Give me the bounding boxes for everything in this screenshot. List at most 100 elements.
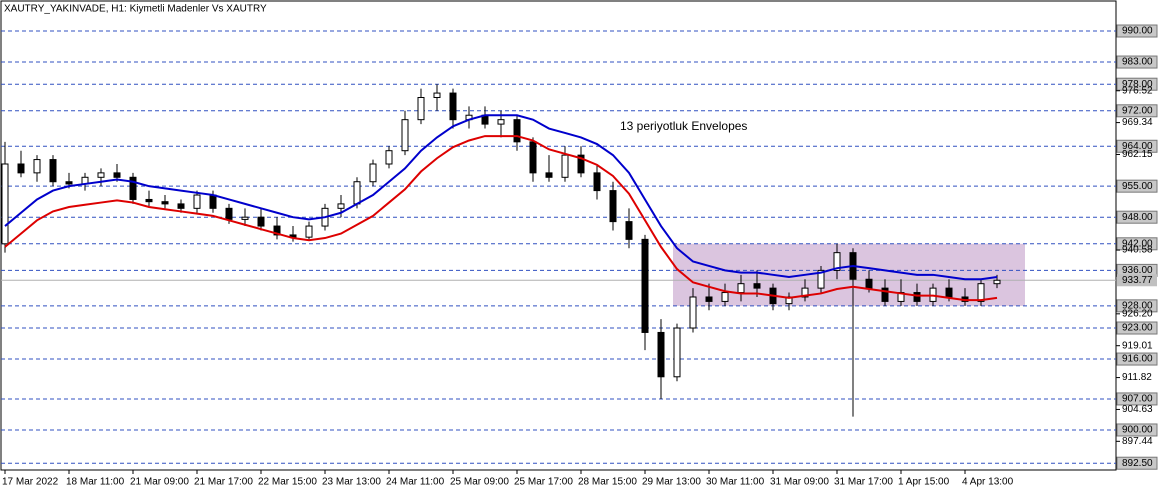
candle-body [385, 150, 393, 165]
candle-body [369, 163, 377, 183]
candle-body [993, 279, 1001, 285]
candle-body [913, 292, 921, 302]
candle-body [449, 92, 457, 121]
x-tick-label: 17 Mar 2022 [2, 477, 59, 488]
x-tick-label: 24 Mar 11:00 [386, 477, 445, 488]
current-price-label: 933.77 [1122, 275, 1153, 286]
candle-body [257, 216, 265, 227]
candle-body [161, 201, 169, 205]
level-label: 983.00 [1122, 57, 1153, 68]
x-tick-label: 31 Mar 17:00 [834, 477, 893, 488]
candle-body [657, 331, 665, 378]
candle-body [513, 119, 521, 143]
candle-body [625, 221, 633, 240]
x-tick-label: 22 Mar 15:00 [258, 477, 317, 488]
candle-body [33, 159, 41, 174]
x-tick-label: 4 Apr 13:00 [962, 477, 1014, 488]
candle-body [593, 172, 601, 192]
y-tick-label: 904.63 [1122, 404, 1153, 415]
level-label: 892.50 [1122, 458, 1153, 469]
x-tick-label: 25 Mar 17:00 [514, 477, 573, 488]
y-tick-label: 897.44 [1122, 436, 1153, 447]
y-tick-label: 969.34 [1122, 117, 1153, 128]
candle-body [353, 181, 361, 205]
plot-frame [0, 0, 1117, 471]
candle-body [129, 176, 137, 200]
y-tick-label: 926.20 [1122, 308, 1153, 319]
candle-body [97, 172, 105, 178]
candle-body [209, 194, 217, 209]
candle-body [945, 287, 953, 298]
current-price-box [1117, 274, 1157, 287]
candle-body [1, 163, 9, 245]
candle-body [305, 225, 313, 238]
level-label: 955.00 [1122, 181, 1153, 192]
level-label-box [1116, 210, 1158, 224]
candle-body [833, 252, 841, 271]
level-label: 964.00 [1122, 141, 1153, 152]
level-label: 916.00 [1122, 354, 1153, 365]
x-tick-label: 29 Mar 13:00 [642, 477, 701, 488]
x-tick-label: 21 Mar 17:00 [194, 477, 253, 488]
level-label: 907.00 [1122, 394, 1153, 405]
candle-body [113, 172, 121, 178]
x-tick-label: 25 Mar 09:00 [450, 477, 509, 488]
level-label-box [1116, 352, 1158, 366]
level-label: 942.00 [1122, 238, 1153, 249]
candle-body [225, 207, 233, 220]
candle-body [49, 159, 57, 183]
level-label-box [1116, 179, 1158, 193]
x-tick-label: 18 Mar 11:00 [66, 477, 125, 488]
candle-body [577, 154, 585, 174]
candle-body [561, 154, 569, 178]
candle-body [17, 163, 25, 174]
candle-body [817, 269, 825, 289]
level-label-box [1116, 139, 1158, 153]
range-zone [673, 243, 1025, 306]
candle-body [609, 190, 617, 223]
candle-body [641, 238, 649, 333]
x-tick-label: 1 Apr 15:00 [898, 477, 950, 488]
candle-body [145, 198, 153, 203]
envelope-line [4, 135, 998, 302]
x-tick-label: 23 Mar 13:00 [322, 477, 381, 488]
candle-body [705, 296, 713, 302]
level-label: 928.00 [1122, 300, 1153, 311]
level-label: 900.00 [1122, 425, 1153, 436]
y-tick-label: 940.58 [1122, 245, 1153, 256]
candle-body [417, 97, 425, 121]
candle-body [689, 296, 697, 329]
y-tick-label: 976.52 [1122, 85, 1153, 96]
envelope-line [4, 114, 998, 281]
candle-body [977, 283, 985, 302]
candle-body [497, 119, 505, 125]
chart-title: XAUTRY_YAKINVADE, H1: Kiymetli Madenler … [4, 4, 267, 15]
candle-body [801, 287, 809, 298]
x-tick-label: 28 Mar 15:00 [578, 477, 637, 488]
x-tick-label: 21 Mar 09:00 [130, 477, 189, 488]
level-label: 923.00 [1122, 323, 1153, 334]
candle-body [193, 194, 201, 209]
candle-body [529, 141, 537, 174]
level-label: 990.00 [1122, 26, 1153, 37]
y-tick-label: 962.15 [1122, 149, 1153, 160]
candle-body [865, 278, 873, 289]
candle-body [177, 203, 185, 209]
candle-body [737, 283, 745, 294]
y-tick-label: 911.82 [1122, 372, 1152, 383]
level-label-box [1116, 104, 1158, 118]
candle-body [241, 216, 249, 220]
level-label-box [1116, 55, 1158, 69]
level-label: 948.00 [1122, 212, 1153, 223]
annotation: 13 periyotluk Envelopes [620, 119, 747, 133]
level-label: 972.00 [1122, 105, 1153, 116]
x-tick-label: 30 Mar 11:00 [706, 477, 765, 488]
level-label-box [1116, 24, 1158, 38]
candle-body [337, 203, 345, 209]
candle-body [545, 172, 553, 178]
y-tick-label: 919.01 [1122, 340, 1153, 351]
level-label: 936.00 [1122, 265, 1153, 276]
x-tick-label: 31 Mar 09:00 [770, 477, 829, 488]
candle-body [273, 225, 281, 236]
